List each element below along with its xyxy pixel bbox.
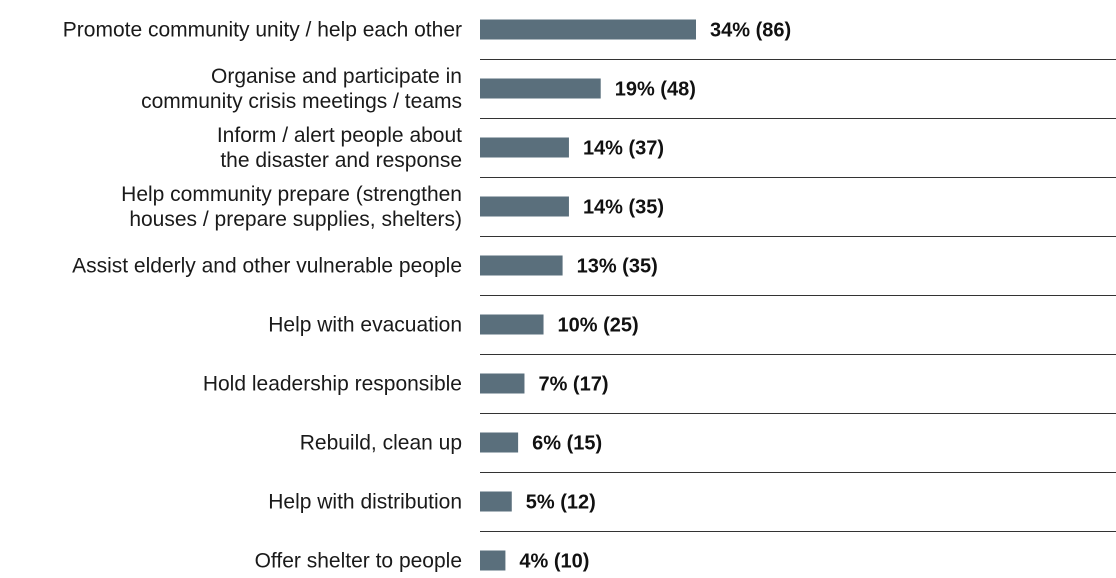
category-label: Hold leadership responsible [203, 373, 462, 396]
bar [480, 196, 569, 217]
category-label: Help with evacuation [268, 314, 462, 337]
value-label: 7% (17) [538, 374, 608, 396]
category-label: Offer shelter to people [255, 550, 462, 573]
bar [480, 314, 544, 335]
value-label: 14% (37) [583, 138, 664, 160]
bar [480, 373, 525, 394]
value-label: 6% (15) [532, 433, 602, 455]
category-label: Promote community unity / help each othe… [63, 19, 462, 42]
category-label: Organise and participate in community cri… [141, 65, 462, 113]
bar [480, 19, 696, 40]
bar [480, 78, 601, 99]
category-label: Rebuild, clean up [300, 432, 462, 455]
bar [480, 550, 506, 571]
value-label: 5% (12) [526, 492, 596, 514]
bar [480, 432, 519, 453]
category-label: Assist elderly and other vulnerable peop… [72, 255, 462, 278]
category-label: Inform / alert people about the disaster … [217, 124, 462, 172]
category-label: Help with distribution [268, 491, 462, 514]
category-label: Help community prepare (strengthen houses… [121, 183, 462, 231]
value-label: 10% (25) [558, 315, 639, 337]
bar [480, 137, 569, 158]
value-label: 13% (35) [577, 256, 658, 278]
bar [480, 255, 563, 276]
bar [480, 491, 512, 512]
value-label: 34% (86) [710, 20, 791, 42]
value-label: 14% (35) [583, 197, 664, 219]
value-label: 19% (48) [615, 79, 696, 101]
value-label: 4% (10) [519, 551, 589, 573]
